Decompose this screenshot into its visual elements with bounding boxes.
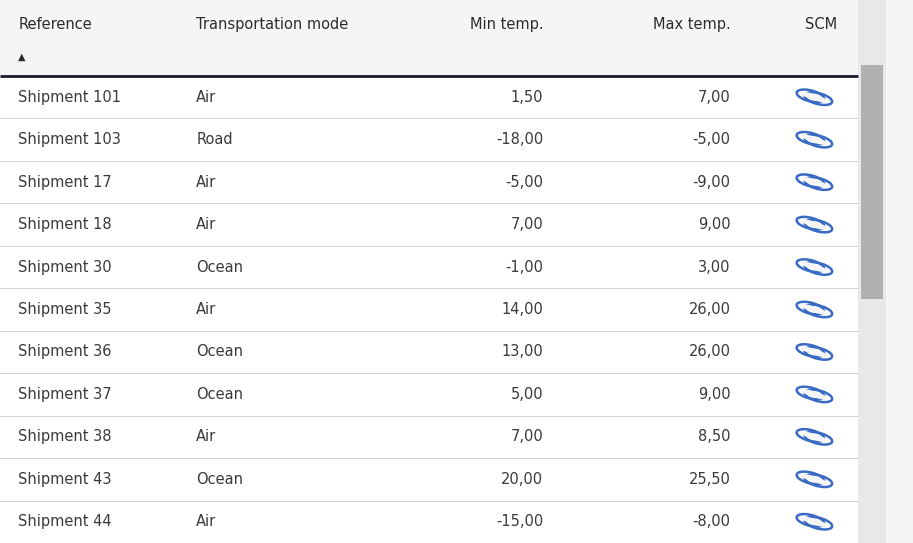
Text: 9,00: 9,00 (698, 217, 730, 232)
Text: Air: Air (196, 514, 216, 529)
Text: Shipment 38: Shipment 38 (18, 430, 111, 444)
Text: 13,00: 13,00 (501, 344, 543, 359)
Text: Air: Air (196, 217, 216, 232)
Ellipse shape (802, 219, 819, 227)
Ellipse shape (810, 95, 827, 103)
Text: 9,00: 9,00 (698, 387, 730, 402)
Bar (0, 373, 858, 415)
Ellipse shape (802, 135, 819, 142)
Bar (0, 458, 858, 501)
Bar (0, 204, 858, 246)
Text: Ocean: Ocean (196, 472, 243, 487)
Text: Max temp.: Max temp. (653, 17, 730, 32)
Bar (0, 331, 858, 373)
Ellipse shape (802, 262, 819, 269)
Text: 25,50: 25,50 (688, 472, 730, 487)
Ellipse shape (810, 520, 827, 527)
Bar (861, 65, 883, 299)
Text: Shipment 30: Shipment 30 (18, 260, 112, 275)
Text: Shipment 43: Shipment 43 (18, 472, 111, 487)
Ellipse shape (802, 516, 819, 524)
Text: Shipment 18: Shipment 18 (18, 217, 112, 232)
Text: SCM: SCM (805, 17, 837, 32)
Ellipse shape (810, 180, 827, 187)
Text: Ocean: Ocean (196, 387, 243, 402)
Bar (858, 0, 886, 543)
Ellipse shape (802, 474, 819, 482)
Text: ▲: ▲ (18, 52, 26, 62)
Text: Transportation mode: Transportation mode (196, 17, 349, 32)
Bar (0, 246, 858, 288)
Text: Air: Air (196, 430, 216, 444)
Bar (0, 118, 858, 161)
Text: 5,00: 5,00 (510, 387, 543, 402)
Text: Shipment 36: Shipment 36 (18, 344, 111, 359)
Text: Shipment 44: Shipment 44 (18, 514, 112, 529)
Ellipse shape (802, 347, 819, 354)
Text: 14,00: 14,00 (501, 302, 543, 317)
Text: Shipment 37: Shipment 37 (18, 387, 112, 402)
Text: -9,00: -9,00 (692, 175, 730, 190)
Ellipse shape (810, 222, 827, 230)
Ellipse shape (810, 392, 827, 400)
Bar (0, 76, 858, 118)
Text: 7,00: 7,00 (510, 430, 543, 444)
Text: Air: Air (196, 175, 216, 190)
Text: Shipment 35: Shipment 35 (18, 302, 111, 317)
Text: 3,00: 3,00 (698, 260, 730, 275)
Text: Reference: Reference (18, 17, 92, 32)
Text: -15,00: -15,00 (496, 514, 543, 529)
Text: Shipment 17: Shipment 17 (18, 175, 112, 190)
Ellipse shape (810, 307, 827, 314)
Text: -1,00: -1,00 (505, 260, 543, 275)
Ellipse shape (810, 265, 827, 272)
Ellipse shape (802, 305, 819, 312)
Text: -18,00: -18,00 (496, 132, 543, 147)
Text: -8,00: -8,00 (692, 514, 730, 529)
Ellipse shape (802, 389, 819, 397)
Text: 7,00: 7,00 (510, 217, 543, 232)
Ellipse shape (810, 434, 827, 442)
Text: Road: Road (196, 132, 233, 147)
Bar (0, 0, 858, 76)
Text: 8,50: 8,50 (698, 430, 730, 444)
Ellipse shape (810, 137, 827, 145)
Text: Ocean: Ocean (196, 260, 243, 275)
Text: Min temp.: Min temp. (469, 17, 543, 32)
Bar (0, 415, 858, 458)
Bar (0, 288, 858, 331)
Text: Shipment 103: Shipment 103 (18, 132, 121, 147)
Text: 26,00: 26,00 (688, 302, 730, 317)
Ellipse shape (802, 177, 819, 185)
Bar (0, 161, 858, 204)
Text: -5,00: -5,00 (692, 132, 730, 147)
Text: Air: Air (196, 302, 216, 317)
Ellipse shape (810, 350, 827, 357)
Ellipse shape (802, 432, 819, 439)
Text: 7,00: 7,00 (698, 90, 730, 105)
Text: 1,50: 1,50 (510, 90, 543, 105)
Text: 26,00: 26,00 (688, 344, 730, 359)
Text: Ocean: Ocean (196, 344, 243, 359)
Ellipse shape (802, 92, 819, 99)
Text: -5,00: -5,00 (505, 175, 543, 190)
Text: Shipment 101: Shipment 101 (18, 90, 121, 105)
Bar (0, 501, 858, 543)
Ellipse shape (810, 477, 827, 484)
Text: Air: Air (196, 90, 216, 105)
Text: 20,00: 20,00 (501, 472, 543, 487)
